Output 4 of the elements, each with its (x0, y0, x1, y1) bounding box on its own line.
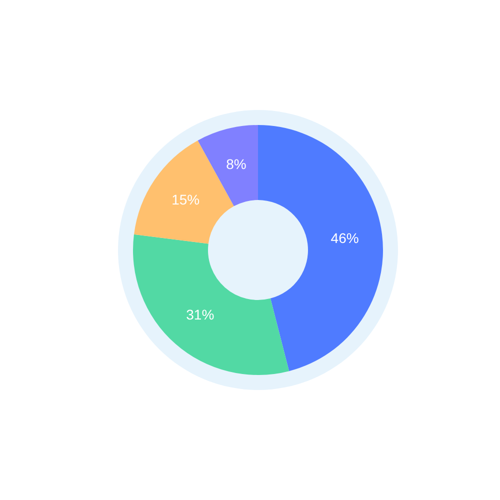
data-label: 31% (186, 306, 214, 322)
data-label: 8% (226, 156, 246, 172)
data-label: 15% (172, 192, 200, 208)
data-label: 46% (330, 230, 359, 246)
